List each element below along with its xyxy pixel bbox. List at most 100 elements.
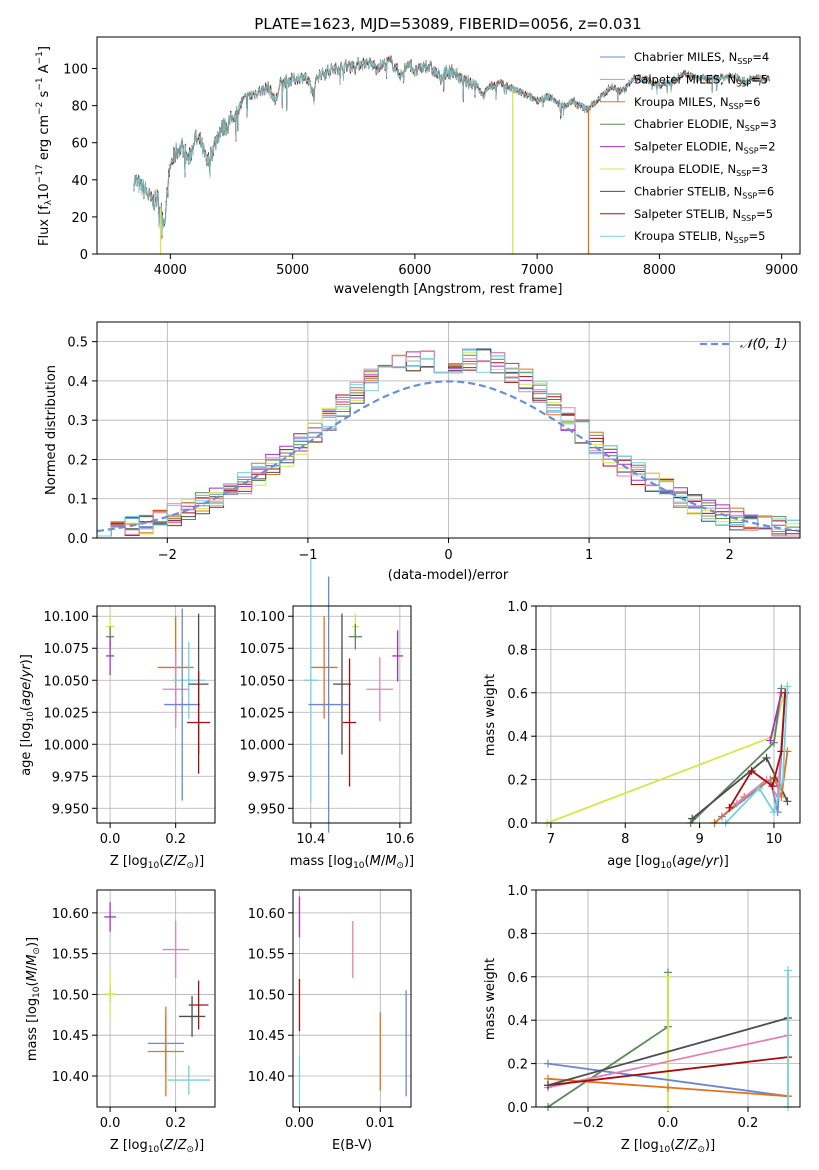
massE-xlabel: E(B-V) [332,1138,372,1153]
x-tick-label: 0.2 [738,1116,759,1131]
y-tick-label: 0.2 [67,453,88,468]
y-tick-label: 10.40 [248,1070,285,1085]
y-tick-label: 0.2 [507,1058,528,1073]
x-tick-label: 7000 [521,263,554,278]
x-tick-label: −1 [298,548,317,563]
data-marker [768,782,777,791]
y-tick-label: 10.025 [240,706,286,721]
mass-weight-line [721,692,786,818]
x-tick-label: 9 [695,832,703,847]
y-tick-label: 10.050 [44,674,90,689]
data-marker [688,814,697,823]
chart-title: PLATE=1623, MJD=53089, FIBERID=0056, z=0… [254,15,641,33]
x-tick-label: 4000 [154,263,187,278]
y-tick-label: 0.0 [507,817,528,832]
y-tick-label: 0.4 [67,375,88,390]
legend-label: Chabrier STELIB, NSSP=6 [634,184,774,200]
y-tick-label: 80 [71,100,88,115]
mwZ-ylabel: mass weight [483,958,498,1040]
axes-frame [292,605,412,824]
y-tick-label: 10.45 [52,1029,89,1044]
y-tick-label: 0.0 [67,532,88,547]
legend-label: Salpeter STELIB, NSSP=5 [634,207,773,223]
y-tick-label: 0.4 [507,1014,528,1029]
x-tick-label: 5000 [276,263,309,278]
y-tick-label: 0.3 [67,414,88,429]
x-tick-label: −0.2 [572,1116,604,1131]
y-tick-label: 10.60 [52,907,89,922]
x-tick-label: −2 [158,548,177,563]
histogram-series [97,349,800,537]
x-tick-label: 8000 [643,263,676,278]
y-tick-label: 40 [71,174,88,189]
data-marker [755,784,764,793]
y-tick-label: 10.40 [52,1070,89,1085]
y-tick-label: 1.0 [507,884,528,899]
y-tick-label: 0.4 [507,730,528,745]
legend-label: Salpeter ELODIE, NSSP=2 [634,140,776,156]
data-marker [762,753,771,762]
y-tick-label: 0.8 [507,927,528,942]
mwAge-ylabel: mass weight [483,674,498,756]
x-tick-label: 0.01 [366,1116,395,1131]
y-tick-label: 10.100 [44,610,90,625]
mwZ-xlabel: Z [log10(Z/Z⊙)] [621,1138,715,1155]
mass-weight-line [547,1017,789,1087]
x-tick-label: 6000 [398,263,431,278]
x-tick-label: 8 [621,832,629,847]
x-tick-label: 0.2 [165,1116,186,1131]
spectrum-ticks: 4000 5000 6000 7000 8000 9000 0 20 40 60 80 100 [63,63,798,278]
spectrum-xlabel: wavelength [Angstrom, rest frame] [334,282,563,297]
ageZ-ylabel: age [log10(age/yr)] [19,654,36,776]
x-tick-label: 0.0 [100,832,121,847]
axes-frame [535,889,801,1108]
axes-frame [96,605,216,824]
y-tick-label: 0.6 [507,971,528,986]
y-tick-label: 10.55 [248,948,285,963]
legend-label: Kroupa STELIB, NSSP=5 [634,229,765,245]
y-tick-label: 1.0 [507,600,528,615]
age-vs-mass-panel: 10.4 10.6 9.950 9.975 10.000 10.025 10.050 10.0… [240,558,414,847]
residual-panel: −2 −1 0 1 2 0.0 0.1 0.2 0.3 0.4 0.5 𝒩(0, 1) (data-… [44,321,801,583]
x-tick-label: 10.6 [385,832,414,847]
legend-label: Kroupa ELODIE, NSSP=3 [634,162,768,178]
y-tick-label: 9.950 [52,802,89,817]
x-tick-label: 0.00 [285,1116,314,1131]
data-marker [544,1059,552,1068]
normal-legend-label: 𝒩(0, 1) [740,337,787,352]
massZ-ylabel: mass [log10(M/M⊙)] [25,937,42,1061]
spectrum-series-line [133,55,770,236]
y-tick-label: 0.8 [507,643,528,658]
massweight-vs-Z-panel: −0.2 0.0 0.2 0.0 0.2 0.4 0.6 0.8 1.0 [507,884,801,1131]
spectrum-panel: PLATE=1623, MJD=53089, FIBERID=0056, z=0… [35,15,801,297]
mass-weight-line [547,1056,789,1087]
data-marker [747,766,756,775]
data-marker [725,803,734,812]
legend-label: Chabrier ELODIE, NSSP=3 [634,117,777,133]
y-tick-label: 10.50 [52,988,89,1003]
y-tick-label: 10.50 [248,988,285,1003]
spectrum-axes-frame [96,36,801,255]
y-tick-label: 0.1 [67,493,88,508]
y-tick-label: 9.975 [52,770,89,785]
y-tick-label: 0.6 [507,687,528,702]
y-tick-label: 0.2 [507,774,528,789]
y-tick-label: 10.050 [240,674,286,689]
spectrum-series [133,55,770,254]
legend-label: Kroupa MILES, NSSP=6 [634,95,760,111]
legend-label: Salpeter MILES, NSSP=5 [634,72,768,88]
y-tick-label: 10.55 [52,948,89,963]
data-marker [544,1081,552,1090]
normal-curve [96,380,801,533]
ageM-xlabel: mass [log10(M/M⊙)] [290,854,414,871]
mass-weight-line [547,1062,789,1098]
data-marker [664,972,672,981]
x-tick-label: 0.0 [100,1116,121,1131]
y-tick-label: 10.025 [44,706,90,721]
y-tick-label: 0.5 [67,336,88,351]
mass-vs-Z-panel: 0.0 0.2 10.40 10.45 10.50 10.55 10.60 [52,889,216,1131]
x-tick-label: 10.4 [296,832,325,847]
y-tick-label: 10.100 [240,610,286,625]
y-tick-label: 9.975 [248,770,285,785]
